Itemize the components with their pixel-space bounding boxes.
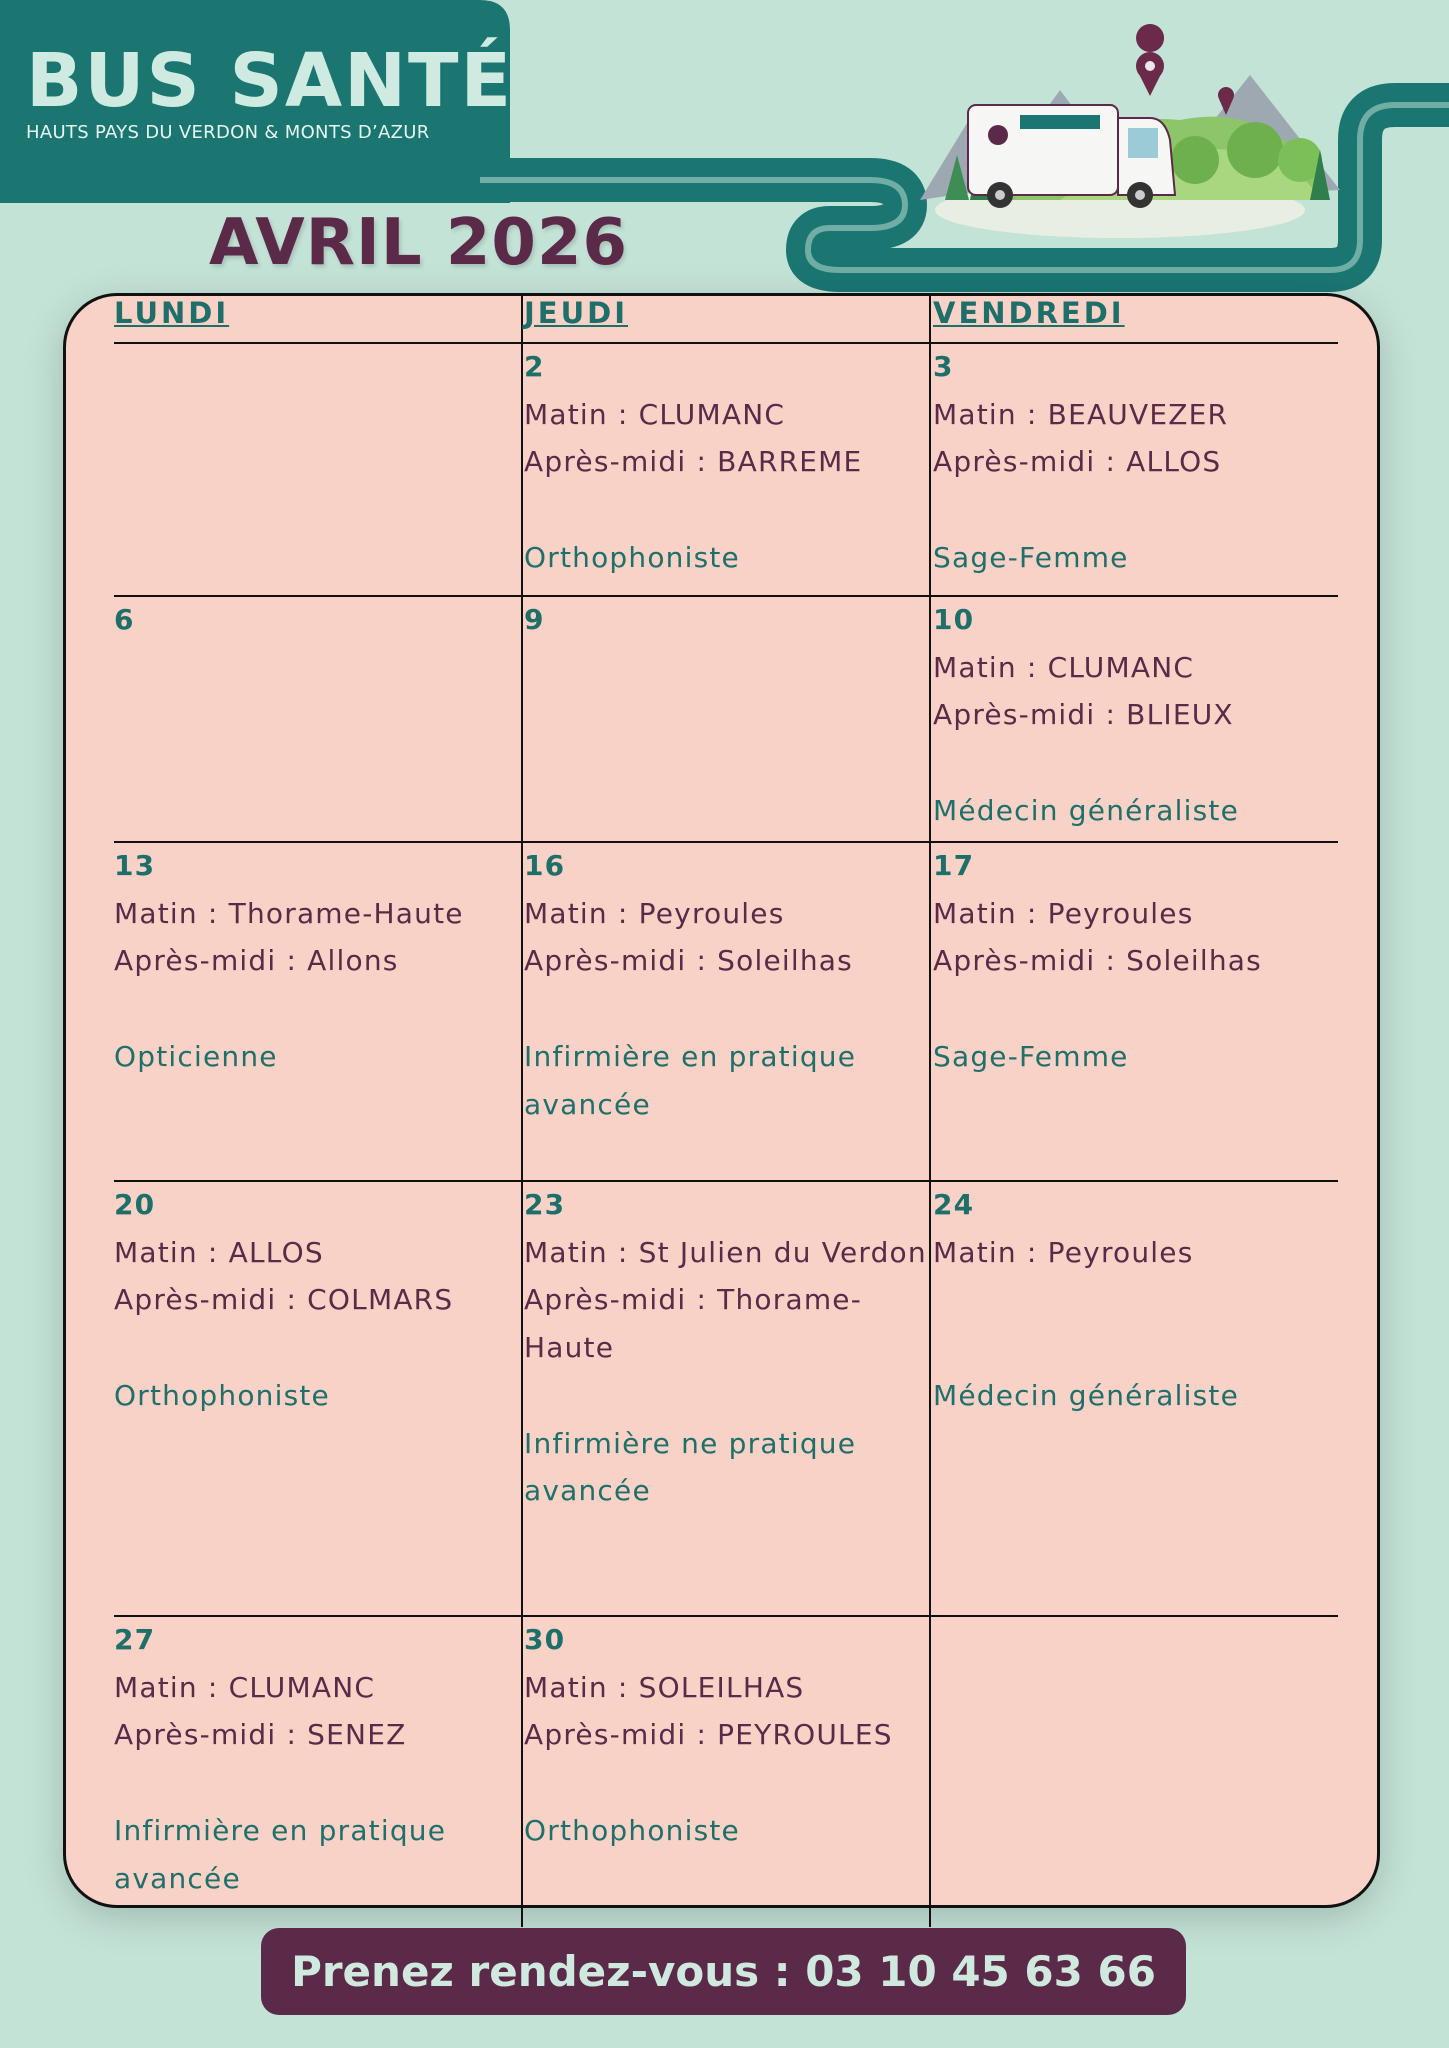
day-number: 6	[114, 603, 135, 636]
afternoon-location: Après-midi : Soleilhas	[933, 944, 1262, 978]
specialty: Médecin généraliste	[933, 793, 1239, 827]
day-cell: 30 Matin : SOLEILHAS Après-midi : PEYROULE…	[524, 1616, 932, 1855]
spacer	[524, 1759, 932, 1807]
specialty: Sage-Femme	[933, 1039, 1129, 1073]
logo: BUS SANTÉ	[26, 38, 514, 124]
morning-location: Matin : CLUMANC	[933, 650, 1195, 684]
column-divider	[929, 293, 931, 1927]
morning-location: Matin : St Julien du Verdon	[524, 1235, 927, 1269]
afternoon-location: Après-midi : PEYROULES	[524, 1718, 893, 1752]
spacer	[114, 1759, 522, 1807]
spacer	[933, 1324, 1341, 1372]
column-header: VENDREDI	[933, 296, 1125, 330]
header-block	[0, 0, 510, 203]
row-divider	[114, 841, 1338, 843]
day-number: 20	[114, 1188, 156, 1221]
specialty: Opticienne	[114, 1039, 278, 1073]
bus-illustration	[920, 24, 1340, 238]
morning-location: Matin : Peyroules	[933, 896, 1194, 930]
afternoon-location: Après-midi : COLMARS	[114, 1283, 454, 1317]
day-cell: 6	[114, 596, 522, 644]
spacer	[524, 1372, 932, 1420]
row-divider	[114, 1180, 1338, 1182]
morning-location: Matin : Thorame-Haute	[114, 896, 464, 930]
morning-location: Matin : SOLEILHAS	[524, 1670, 805, 1704]
day-cell: 27 Matin : CLUMANC Après-midi : SENEZ Infir…	[114, 1616, 522, 1902]
morning-location: Matin : ALLOS	[114, 1235, 324, 1269]
spacer	[524, 985, 932, 1033]
day-cell: 16 Matin : Peyroules Après-midi : Soleilha…	[524, 842, 932, 1128]
day-number: 3	[933, 350, 954, 383]
day-number: 30	[524, 1623, 566, 1656]
specialty: Orthophoniste	[114, 1378, 330, 1412]
header-graphics	[0, 0, 1449, 292]
morning-location: Matin : CLUMANC	[524, 397, 786, 431]
afternoon-location: Après-midi : ALLOS	[933, 445, 1222, 479]
column-divider	[521, 293, 523, 1927]
calendar-box	[63, 293, 1380, 1908]
specialty: Orthophoniste	[524, 540, 740, 574]
specialty: Médecin généraliste	[933, 1378, 1239, 1412]
day-cell: 20 Matin : ALLOS Après-midi : COLMARS Ortho…	[114, 1181, 522, 1420]
spacer	[524, 486, 932, 534]
day-cell: 13 Matin : Thorame-Haute Après-midi : Allo…	[114, 842, 522, 1081]
subtitle: HAUTS PAYS DU VERDON & MONTS D’AZUR	[26, 122, 430, 143]
afternoon-location: Après-midi : Allons	[114, 944, 399, 978]
day-cell: 17 Matin : Peyroules Après-midi : Soleilha…	[933, 842, 1341, 1081]
afternoon-location: Après-midi : Soleilhas	[524, 944, 853, 978]
day-cell: 3 Matin : BEAUVEZER Après-midi : ALLOS Sage…	[933, 343, 1341, 582]
specialty: Infirmière en pratique avancée	[524, 1039, 857, 1121]
column-header: LUNDI	[114, 296, 230, 330]
row-divider	[114, 1615, 1338, 1617]
appointment-banner: Prenez rendez-vous : 03 10 45 63 66	[261, 1928, 1186, 2015]
column-header: JEUDI	[524, 296, 629, 330]
day-cell: 24 Matin : Peyroules Médecin généraliste	[933, 1181, 1341, 1419]
day-number: 13	[114, 849, 156, 882]
spacer	[933, 486, 1341, 534]
morning-location: Matin : BEAUVEZER	[933, 397, 1229, 431]
afternoon-location: Après-midi : BARREME	[524, 445, 863, 479]
spacer	[933, 739, 1341, 787]
morning-location: Matin : Peyroules	[933, 1235, 1194, 1269]
spacer	[933, 1276, 1341, 1324]
month-title: AVRIL 2026	[209, 206, 628, 280]
spacer	[114, 985, 522, 1033]
day-cell: 2 Matin : CLUMANC Après-midi : BARREME Orth…	[524, 343, 932, 582]
row-divider	[114, 595, 1338, 597]
day-cell: 10 Matin : CLUMANC Après-midi : BLIEUX Méde…	[933, 596, 1341, 835]
afternoon-location: Après-midi : BLIEUX	[933, 698, 1234, 732]
day-number: 17	[933, 849, 975, 882]
day-number: 23	[524, 1188, 566, 1221]
day-cell: 9	[524, 596, 932, 644]
morning-location: Matin : CLUMANC	[114, 1670, 376, 1704]
specialty: Sage-Femme	[933, 540, 1129, 574]
specialty: Infirmière ne pratique avancée	[524, 1426, 857, 1508]
day-number: 27	[114, 1623, 156, 1656]
specialty: Infirmière en pratique avancée	[114, 1813, 447, 1895]
day-number: 16	[524, 849, 566, 882]
spacer	[933, 985, 1341, 1033]
road-line	[480, 102, 1449, 273]
day-number: 2	[524, 350, 545, 383]
afternoon-location: Après-midi : SENEZ	[114, 1718, 407, 1752]
day-number: 9	[524, 603, 545, 636]
afternoon-location: Après-midi : Thorame-Haute	[524, 1283, 863, 1365]
day-cell: 23 Matin : St Julien du Verdon Après-midi …	[524, 1181, 932, 1515]
morning-location: Matin : Peyroules	[524, 896, 785, 930]
row-divider	[114, 342, 1338, 344]
specialty: Orthophoniste	[524, 1813, 740, 1847]
day-number: 10	[933, 603, 975, 636]
day-number: 24	[933, 1188, 975, 1221]
spacer	[114, 1324, 522, 1372]
